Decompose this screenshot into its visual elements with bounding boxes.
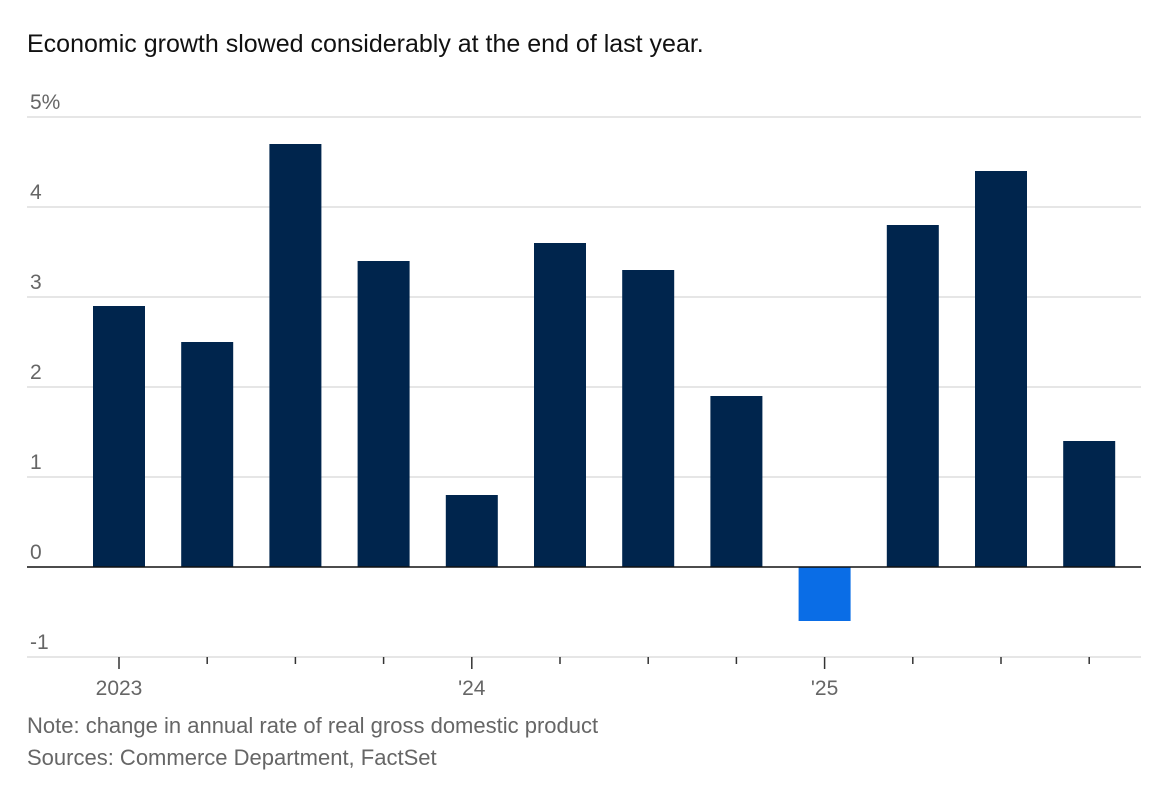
bar — [269, 144, 322, 567]
y-tick-label: 4 — [30, 181, 42, 204]
bar — [534, 243, 586, 567]
y-tick-label: 5% — [30, 91, 60, 114]
bars — [27, 144, 1141, 621]
y-tick-label: 1 — [30, 451, 42, 474]
bar — [445, 495, 498, 567]
bar — [710, 396, 763, 567]
bar — [1063, 441, 1116, 567]
bar-chart: 5% 4 3 2 1 0 -1 2023 '24 '25 — [27, 91, 1141, 700]
x-tick-label: '25 — [811, 677, 838, 700]
bar — [886, 225, 939, 567]
y-axis-tick-labels: 5% 4 3 2 1 0 -1 — [30, 91, 60, 654]
y-tick-label: 2 — [30, 361, 42, 384]
y-tick-label: -1 — [30, 631, 49, 654]
y-tick-label: 3 — [30, 271, 42, 294]
x-tick-label: '24 — [458, 677, 486, 700]
bar — [181, 342, 234, 567]
x-axis: 2023 '24 '25 — [96, 657, 1090, 700]
bar — [357, 261, 410, 567]
y-tick-label: 0 — [30, 541, 42, 564]
chart-title: Economic growth slowed considerably at t… — [27, 30, 704, 58]
bar — [798, 567, 851, 621]
bar — [975, 171, 1027, 567]
chart-note: Note: change in annual rate of real gros… — [27, 713, 599, 738]
x-tick-label: 2023 — [96, 677, 143, 700]
bar — [622, 270, 675, 567]
bar — [93, 306, 145, 567]
chart-sources: Sources: Commerce Department, FactSet — [27, 745, 437, 770]
chart-footer: Note: change in annual rate of real gros… — [27, 710, 598, 774]
